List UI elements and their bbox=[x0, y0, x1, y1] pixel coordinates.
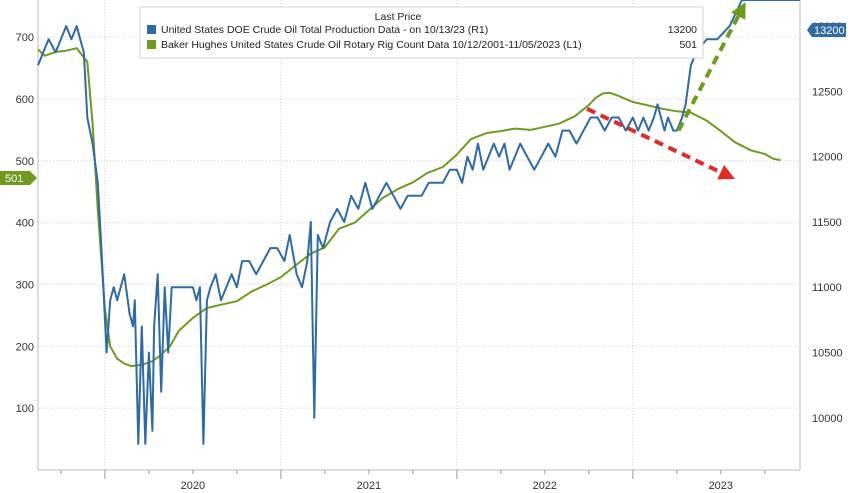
x-tick-label: 2020 bbox=[181, 480, 205, 492]
grid-layer bbox=[38, 0, 800, 470]
legend-label-rigcount: Baker Hughes United States Crude Oil Rot… bbox=[161, 39, 582, 51]
y-left-tick-label: 500 bbox=[16, 156, 34, 168]
legend-box bbox=[139, 6, 704, 59]
rig-count-line bbox=[37, 47, 781, 368]
y-left-tick-label: 200 bbox=[16, 341, 34, 353]
legend-value-production: 13200 bbox=[668, 24, 697, 36]
y-right-tick-label: 10500 bbox=[812, 348, 843, 360]
plot-area bbox=[38, 0, 800, 470]
right-last-value-text: 13200 bbox=[814, 25, 845, 37]
y-right-tick-label: 12000 bbox=[812, 152, 843, 164]
y-left-tick-label: 400 bbox=[16, 218, 34, 230]
y-left-tick-label: 700 bbox=[16, 32, 34, 44]
series-layer bbox=[37, 0, 800, 445]
y-left-tick-label: 600 bbox=[16, 94, 34, 106]
legend-label-production: United States DOE Crude Oil Total Produc… bbox=[161, 24, 488, 36]
y-left-tick-label: 300 bbox=[16, 279, 34, 291]
y-right-tick-label: 12500 bbox=[812, 86, 843, 98]
x-tick-label: 2022 bbox=[533, 480, 557, 492]
y-right-tick-label: 11500 bbox=[812, 217, 842, 229]
legend-swatch-production bbox=[147, 25, 156, 34]
y-right-tick-label: 11000 bbox=[812, 282, 842, 294]
production-line bbox=[37, 0, 800, 445]
annotation-layer bbox=[586, 2, 746, 180]
tag-layer: 501 13200 bbox=[0, 23, 846, 185]
y-right-tick-label: 10000 bbox=[812, 413, 843, 425]
y-left-tick-label: 100 bbox=[16, 403, 34, 415]
legend-header: Last Price bbox=[375, 11, 422, 23]
decline-arrow bbox=[586, 107, 736, 180]
x-tick-label: 2023 bbox=[709, 480, 733, 492]
left-last-value-tag bbox=[0, 171, 37, 185]
axis-layer: 100 200 300 400 500 600 700 10000 10500 11000 1150… bbox=[16, 0, 843, 492]
legend: Last Price United States DOE Crude Oil T… bbox=[139, 6, 704, 59]
right-last-value-tag bbox=[807, 23, 846, 37]
rise-arrow bbox=[676, 2, 746, 132]
legend-swatch-rigcount bbox=[147, 40, 156, 49]
left-last-value-text: 501 bbox=[5, 173, 23, 185]
legend-value-rigcount: 501 bbox=[679, 39, 697, 51]
x-tick-label: 2021 bbox=[357, 480, 381, 492]
